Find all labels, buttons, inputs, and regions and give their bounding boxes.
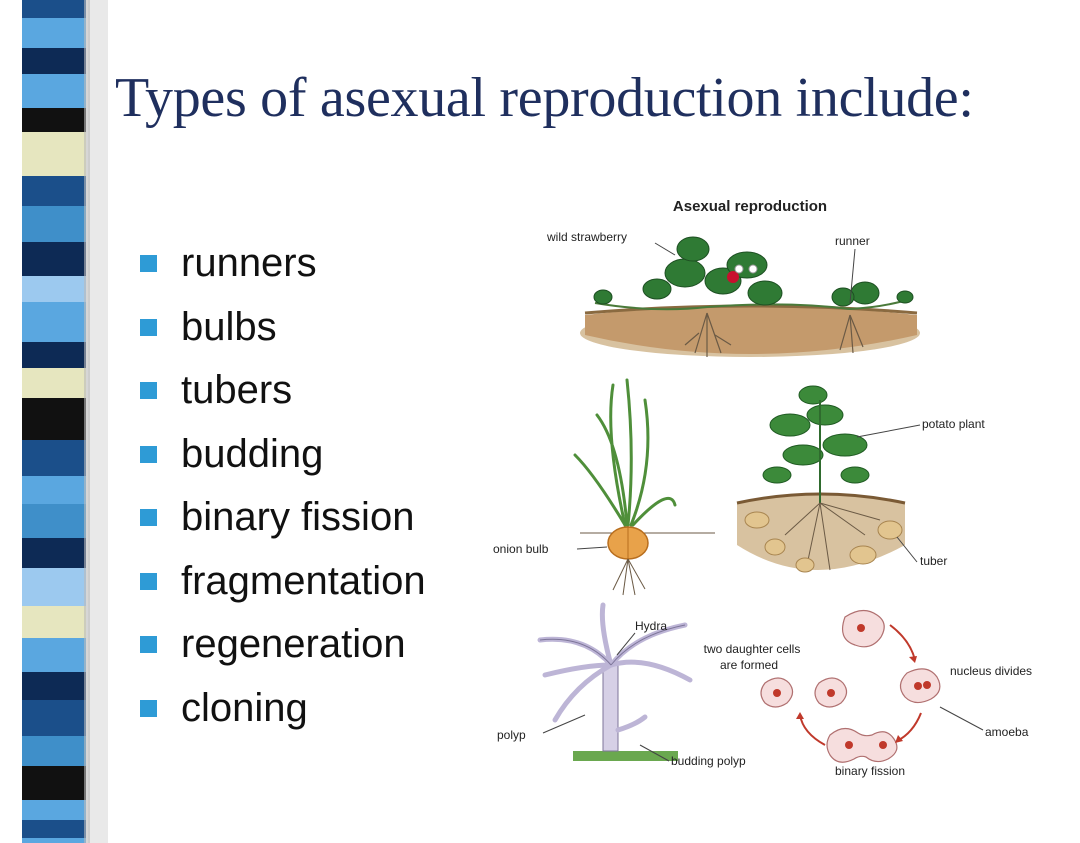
stripe-block [22, 736, 86, 766]
stripe-block [22, 700, 86, 736]
bullet-text: binary fission [181, 495, 415, 540]
list-item: regeneration [140, 613, 426, 677]
stripe-block [22, 108, 86, 132]
stripe-block [22, 440, 86, 476]
bullet-text: cloning [181, 685, 308, 730]
bullet-square-icon [140, 255, 157, 273]
stripe-block [22, 276, 86, 302]
bullet-text: runners [181, 241, 317, 286]
bullet-square-icon [140, 572, 157, 590]
bullet-text: tubers [181, 368, 293, 413]
list-item: binary fission [140, 486, 426, 550]
label-amoeba: amoeba [985, 725, 1029, 739]
potato-illustration [736, 385, 906, 573]
stripe-block [22, 176, 86, 206]
label-potato-plant: potato plant [922, 417, 985, 431]
list-item: budding [140, 423, 426, 487]
stripe-block [22, 638, 86, 672]
amoeba-cycle-illustration [760, 609, 941, 763]
stripe-block [22, 0, 86, 18]
onion-illustration [573, 378, 715, 596]
stripe-block [22, 342, 86, 368]
stripe-block [22, 606, 86, 638]
list-item: fragmentation [140, 550, 426, 614]
stripe-block [22, 368, 86, 398]
label-onion-bulb: onion bulb [493, 542, 549, 556]
label-daughter-cells-line2: are formed [720, 658, 778, 672]
stripe-margin [0, 0, 22, 843]
label-wild-strawberry: wild strawberry [546, 230, 627, 244]
stripe-block [22, 206, 86, 242]
list-item: cloning [140, 677, 426, 741]
stripe-block [22, 398, 86, 440]
label-nucleus-divides: nucleus divides [950, 664, 1032, 678]
decorative-side-stripe [0, 0, 108, 843]
bullet-square-icon [140, 382, 157, 400]
bullet-square-icon [140, 636, 157, 654]
bullet-text: bulbs [181, 304, 277, 349]
label-binary-fission: binary fission [835, 764, 905, 778]
stripe-block [22, 838, 86, 843]
stripe-block [22, 820, 86, 838]
stripe-block [22, 132, 86, 176]
bullet-text: regeneration [181, 622, 406, 667]
list-item: tubers [140, 359, 426, 423]
stripe-block [22, 476, 86, 504]
stripe-block [22, 538, 86, 568]
hydra-illustration [537, 602, 693, 761]
stripe-block [22, 302, 86, 342]
label-runner: runner [835, 234, 870, 248]
bullet-square-icon [140, 509, 157, 527]
list-item: runners [140, 232, 426, 296]
stripe-block [22, 242, 86, 276]
stripe-block [22, 74, 86, 108]
stripe-block [22, 766, 86, 800]
label-tuber: tuber [920, 554, 947, 568]
stripe-block [22, 672, 86, 700]
stripe-block [22, 48, 86, 74]
slide-title: Types of asexual reproduction include: [115, 67, 974, 129]
bullet-square-icon [140, 699, 157, 717]
stripe-block [22, 504, 86, 538]
asexual-reproduction-figure: Asexual reproduction wild s [493, 198, 1032, 778]
bullet-list: runners bulbs tubers budding binary fiss… [140, 232, 426, 740]
label-hydra: Hydra [635, 619, 667, 633]
stripe-block [22, 568, 86, 606]
bullet-text: fragmentation [181, 558, 426, 603]
label-polyp: polyp [497, 728, 526, 742]
strawberry-illustration [580, 236, 920, 357]
bullet-square-icon [140, 318, 157, 336]
stripe-block [22, 18, 86, 48]
bullet-text: budding [181, 431, 324, 476]
list-item: bulbs [140, 296, 426, 360]
label-budding-polyp: budding polyp [671, 754, 746, 768]
figure-title: Asexual reproduction [673, 198, 827, 215]
stripe-block [22, 800, 86, 820]
label-daughter-cells-line1: two daughter cells [704, 642, 801, 656]
bullet-square-icon [140, 445, 157, 463]
